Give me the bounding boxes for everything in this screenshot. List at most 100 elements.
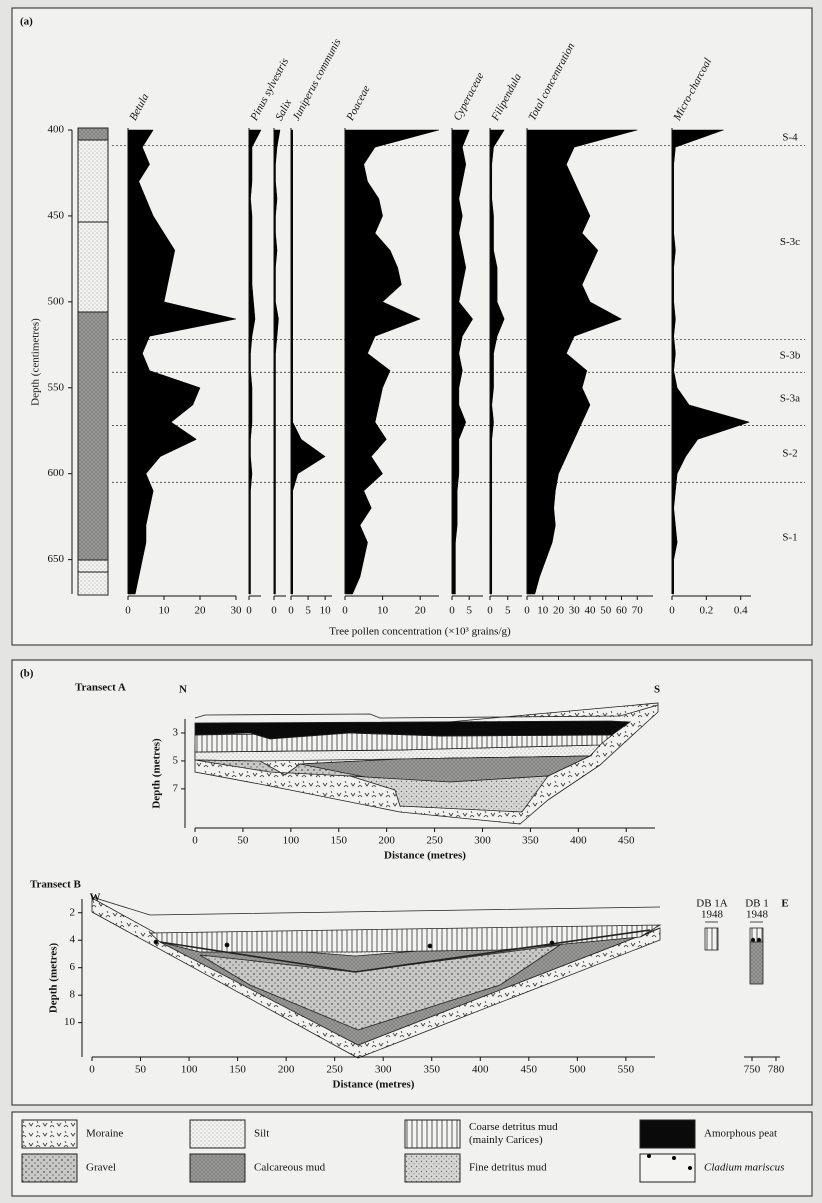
y-tick-label: 600 (48, 467, 65, 479)
x-axis-title: Tree pollen concentration (×10³ grains/g… (329, 626, 511, 638)
x-tick-label: 100 (181, 1064, 198, 1076)
legend-label: Silt (254, 1128, 269, 1140)
core-name: DB 1 (745, 898, 769, 910)
x-tick-label: 10 (377, 605, 389, 617)
x-tick-label: 150 (229, 1064, 246, 1076)
x-tick-label: 0 (192, 835, 198, 847)
x-tick-label: 250 (426, 835, 443, 847)
legend-swatch (404, 1153, 461, 1183)
x-tick-label: 0 (288, 605, 294, 617)
legend-label: Amorphous peat (704, 1128, 777, 1140)
core-year: 1948 (701, 909, 724, 921)
legend-swatch (404, 1119, 461, 1149)
pollen-area (489, 129, 505, 595)
x-tick-label: 50 (135, 1064, 147, 1076)
x-tick-label: 70 (632, 605, 644, 617)
pollen-area (344, 129, 440, 595)
pollen-area (127, 129, 237, 595)
x-tick-label: 40 (585, 605, 597, 617)
x-tick-label: 50 (237, 835, 249, 847)
x-tick-label: 30 (231, 605, 243, 617)
x-tick-label: 400 (472, 1064, 489, 1076)
legend-swatch (189, 1153, 246, 1183)
x-tick-label: 200 (378, 835, 395, 847)
pollen-area (526, 129, 638, 595)
panel-label: (b) (20, 668, 34, 680)
x-tick-label: 60 (616, 605, 628, 617)
x-tick-label: 5 (505, 605, 511, 617)
x-tick-label: 0.2 (699, 605, 713, 617)
y-tick-label: 6 (70, 961, 76, 973)
x-tick-label: 350 (522, 835, 539, 847)
x-tick-label: 550 (618, 1064, 635, 1076)
legend-swatch (639, 1119, 696, 1149)
x-tick-label: 750 (744, 1064, 761, 1076)
y-tick-label: 4 (70, 934, 76, 946)
x-tick-label: 10 (320, 605, 332, 617)
x-tick-label: 0 (89, 1064, 95, 1076)
x-tick-label: 5 (305, 605, 311, 617)
zone-label: S-3c (780, 236, 800, 248)
lithology-column (77, 127, 109, 596)
transect-a-section (194, 702, 659, 825)
y-tick-label: 5 (173, 754, 179, 766)
x-tick-label: 300 (375, 1064, 392, 1076)
legend-label: Gravel (86, 1162, 116, 1174)
legend-label: Moraine (86, 1128, 123, 1140)
legend-swatch (189, 1119, 246, 1149)
x-tick-label: 0 (449, 605, 455, 617)
y-tick-label: 3 (173, 727, 179, 739)
x-tick-label: 300 (474, 835, 491, 847)
legend-label: (mainly Carices) (469, 1134, 543, 1146)
x-axis-title: Distance (metres) (384, 850, 466, 862)
y-tick-label: 8 (70, 989, 76, 1001)
pollen-area (273, 129, 281, 595)
x-tick-label: 400 (570, 835, 587, 847)
y-axis-title: Depth (metres) (48, 942, 60, 1013)
legend-swatch (21, 1119, 78, 1149)
pollen-area (671, 129, 751, 595)
y-axis-title: Depth (metres) (151, 738, 163, 809)
x-tick-label: 0 (487, 605, 493, 617)
x-tick-label: 780 (768, 1064, 785, 1076)
transect-b-section (91, 896, 764, 1059)
x-tick-label: 10 (537, 605, 549, 617)
x-tick-label: 5 (466, 605, 472, 617)
x-tick-label: 500 (569, 1064, 586, 1076)
x-tick-label: 30 (569, 605, 581, 617)
pollen-area (248, 129, 262, 595)
legend-swatch (21, 1153, 78, 1183)
y-tick-label: 7 (173, 782, 179, 794)
zone-label: S-3a (780, 392, 800, 404)
x-tick-label: 10 (159, 605, 171, 617)
zone-label: S-1 (782, 532, 797, 544)
legend-label: Cladium mariscus (704, 1162, 784, 1174)
legend-label: Coarse detritus mud (469, 1121, 558, 1133)
y-axis-title: Depth (centimetres) (30, 318, 42, 406)
transect-title: Transect B (30, 879, 81, 891)
x-tick-label: 450 (618, 835, 635, 847)
x-tick-label: 200 (278, 1064, 295, 1076)
x-tick-label: 50 (600, 605, 612, 617)
y-tick-label: 650 (48, 553, 65, 565)
legend-label: Fine detritus mud (469, 1162, 547, 1174)
y-tick-label: 550 (48, 381, 65, 393)
x-tick-label: 100 (283, 835, 300, 847)
x-tick-label: 350 (423, 1064, 440, 1076)
legend-swatch (639, 1153, 696, 1183)
end-label: N (179, 684, 187, 696)
x-tick-label: 0 (342, 605, 348, 617)
end-label: W (90, 892, 101, 904)
x-tick-label: 150 (331, 835, 348, 847)
end-label: S (654, 684, 660, 696)
x-tick-label: 450 (521, 1064, 538, 1076)
x-tick-label: 20 (553, 605, 565, 617)
y-tick-label: 2 (70, 906, 76, 918)
pollen-area (290, 129, 326, 595)
y-tick-label: 10 (64, 1016, 76, 1028)
x-tick-label: 0.4 (734, 605, 748, 617)
x-tick-label: 0 (125, 605, 131, 617)
x-tick-label: 20 (195, 605, 207, 617)
x-tick-label: 0 (524, 605, 530, 617)
